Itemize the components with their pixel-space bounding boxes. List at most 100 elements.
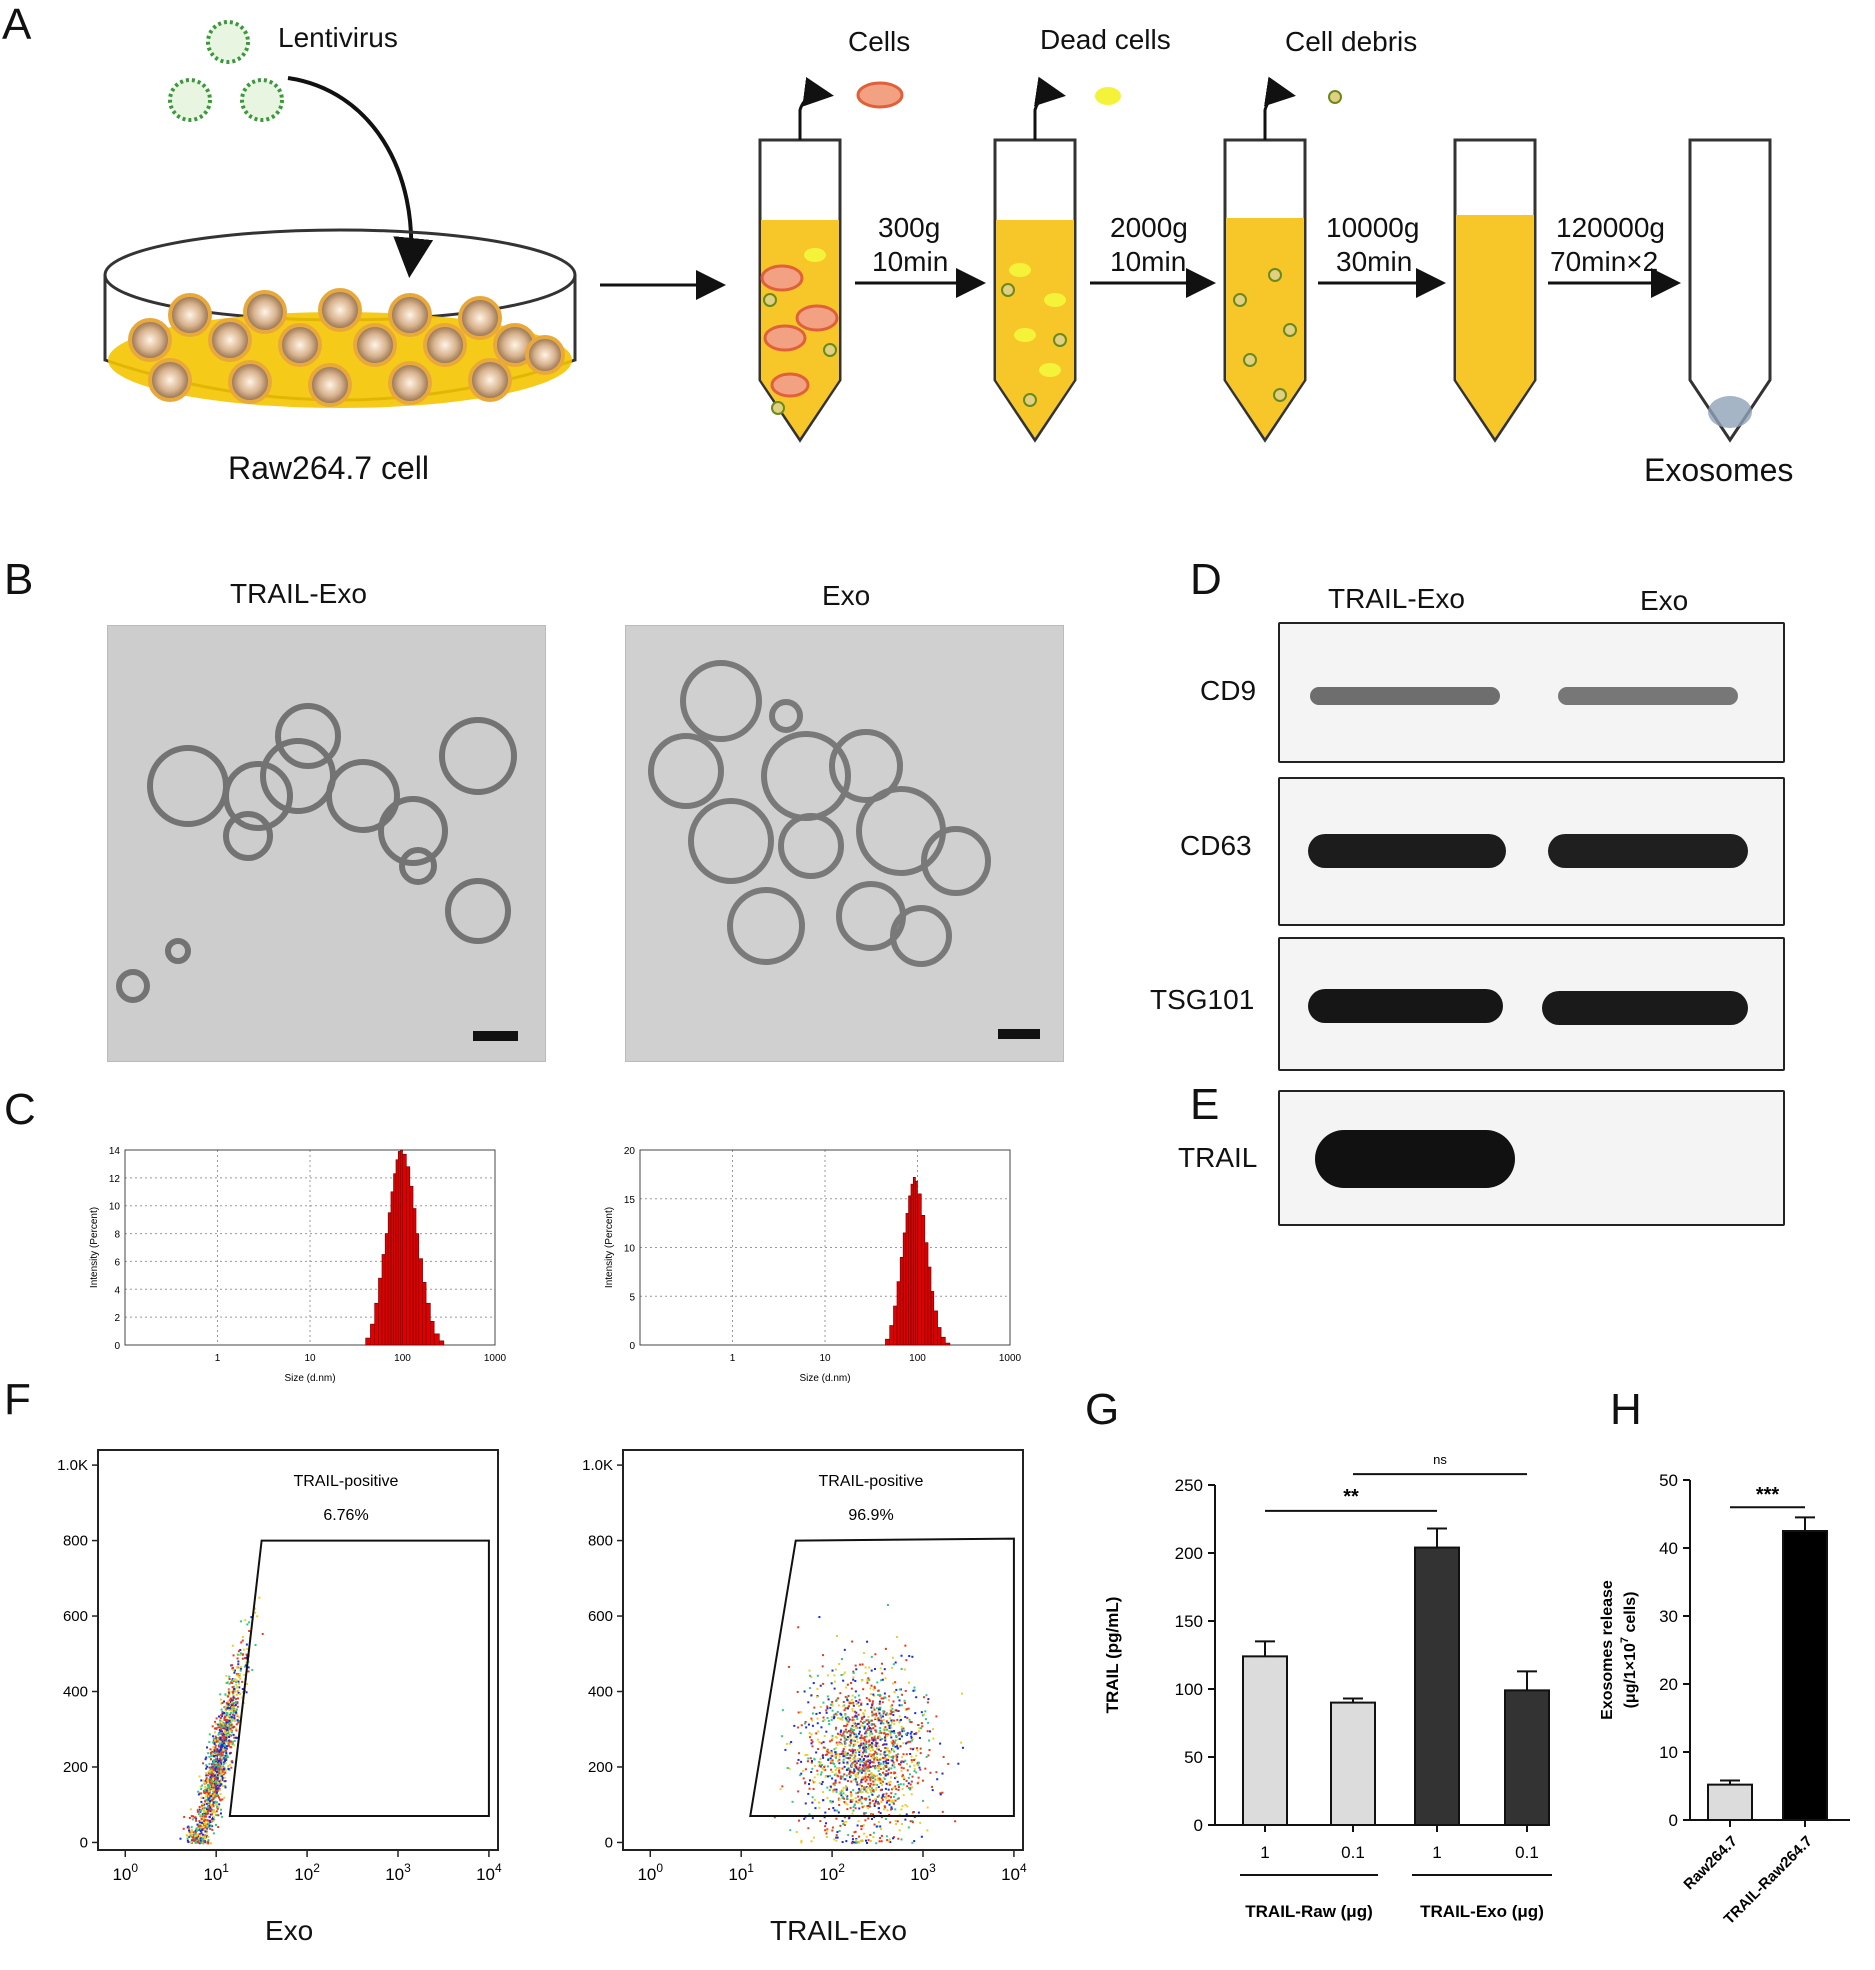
event-dot xyxy=(797,1711,800,1714)
event-dot xyxy=(215,1814,218,1817)
event-dot xyxy=(189,1840,192,1843)
event-dot xyxy=(931,1789,934,1792)
event-dot xyxy=(816,1674,819,1677)
event-dot xyxy=(199,1837,202,1840)
event-dot xyxy=(213,1784,216,1787)
event-dot xyxy=(863,1788,866,1791)
event-dot xyxy=(909,1747,912,1750)
event-dot xyxy=(916,1782,919,1785)
event-dot xyxy=(890,1712,893,1715)
event-dot xyxy=(212,1770,215,1773)
event-dot xyxy=(223,1722,226,1725)
event-dot xyxy=(225,1733,228,1736)
x-tick-label: 0.1 xyxy=(1515,1843,1539,1862)
event-dot xyxy=(219,1730,222,1733)
event-dot xyxy=(867,1720,870,1723)
event-dot xyxy=(231,1726,234,1729)
event-dot xyxy=(798,1819,801,1822)
event-dot xyxy=(947,1762,950,1765)
event-dot xyxy=(239,1620,242,1623)
event-dot xyxy=(226,1714,229,1717)
event-dot xyxy=(850,1795,853,1798)
event-dot xyxy=(819,1705,822,1708)
event-dot xyxy=(855,1735,858,1738)
event-dot xyxy=(888,1755,891,1758)
event-dot xyxy=(791,1800,794,1803)
event-dot xyxy=(816,1717,819,1720)
event-dot xyxy=(827,1719,830,1722)
event-dot xyxy=(844,1717,847,1720)
event-dot xyxy=(219,1760,222,1763)
event-dot xyxy=(894,1793,897,1796)
event-dot xyxy=(194,1834,197,1837)
event-dot xyxy=(853,1728,856,1731)
event-dot xyxy=(845,1768,848,1771)
event-dot xyxy=(927,1698,930,1701)
event-dot xyxy=(222,1773,225,1776)
event-dot xyxy=(935,1771,938,1774)
event-dot xyxy=(839,1733,842,1736)
event-dot xyxy=(196,1837,199,1840)
event-dot xyxy=(864,1798,867,1801)
histogram-bar xyxy=(378,1277,383,1346)
event-dot xyxy=(853,1719,856,1722)
event-dot xyxy=(835,1751,838,1754)
event-dot xyxy=(848,1770,851,1773)
event-dot xyxy=(241,1657,244,1660)
event-dot xyxy=(825,1711,828,1714)
event-dot xyxy=(241,1691,244,1694)
event-dot xyxy=(216,1805,219,1808)
event-dot xyxy=(851,1835,854,1838)
event-dot xyxy=(218,1742,221,1745)
event-dot xyxy=(205,1802,208,1805)
event-dot xyxy=(877,1769,880,1772)
event-dot xyxy=(873,1708,876,1711)
event-dot xyxy=(881,1701,884,1704)
event-dot xyxy=(851,1812,854,1815)
event-dot xyxy=(203,1803,206,1806)
event-dot xyxy=(880,1788,883,1791)
event-dot xyxy=(843,1671,846,1674)
event-dot xyxy=(202,1796,205,1799)
event-dot xyxy=(923,1696,926,1699)
event-dot xyxy=(834,1747,837,1750)
event-dot xyxy=(225,1704,228,1707)
event-dot xyxy=(827,1758,830,1761)
event-dot xyxy=(217,1751,220,1754)
event-dot xyxy=(217,1723,220,1726)
event-dot xyxy=(941,1810,944,1813)
event-dot xyxy=(874,1744,877,1747)
event-dot xyxy=(888,1783,891,1786)
event-dot xyxy=(892,1663,895,1666)
event-dot xyxy=(237,1660,240,1663)
event-dot xyxy=(231,1706,234,1709)
event-dot xyxy=(797,1790,800,1793)
event-dot xyxy=(862,1750,865,1753)
event-dot xyxy=(867,1725,870,1728)
histogram-bar xyxy=(406,1166,411,1346)
event-dot xyxy=(856,1738,859,1741)
event-dot xyxy=(870,1771,873,1774)
event-dot xyxy=(850,1793,853,1796)
event-dot xyxy=(199,1815,202,1818)
tem-title-exo: Exo xyxy=(822,580,871,611)
event-dot xyxy=(867,1747,870,1750)
event-dot xyxy=(810,1770,813,1773)
event-dot xyxy=(845,1719,848,1722)
event-dot xyxy=(864,1750,867,1753)
event-dot xyxy=(231,1686,234,1689)
event-dot xyxy=(877,1718,880,1721)
event-dot xyxy=(862,1652,865,1655)
event-dot xyxy=(863,1749,866,1752)
event-dot xyxy=(892,1771,895,1774)
event-dot xyxy=(889,1808,892,1811)
event-dot xyxy=(227,1734,230,1737)
event-dot xyxy=(230,1699,233,1702)
event-dot xyxy=(863,1797,866,1800)
event-dot xyxy=(228,1677,231,1680)
event-dot xyxy=(212,1832,215,1835)
event-dot xyxy=(229,1711,232,1714)
histogram-bar xyxy=(393,1173,397,1346)
event-dot xyxy=(859,1761,862,1764)
event-dot xyxy=(210,1774,213,1777)
